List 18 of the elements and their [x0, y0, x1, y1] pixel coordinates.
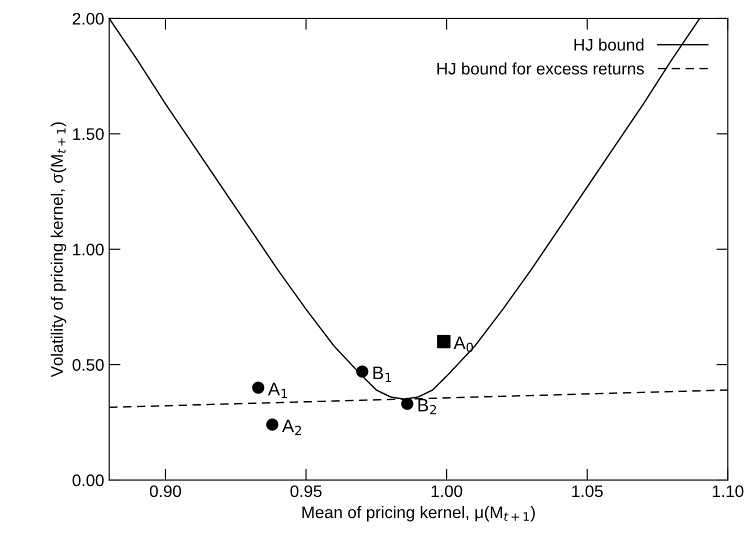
- x-tick-label: 1.10: [712, 485, 744, 498]
- y-tick-label: 1.50: [73, 128, 104, 140]
- y-tick-label: 0.50: [72, 359, 104, 371]
- y-tick-label: 0.00: [72, 474, 104, 486]
- annotation: A$_{2}$: [282, 420, 302, 436]
- y-tick-label: 1.00: [73, 244, 104, 256]
- x-tick-label: 1.00: [432, 485, 462, 498]
- legend-label: HJ bound: [574, 38, 644, 51]
- annotation: B$_{1}$: [373, 366, 392, 382]
- x-axis-title: Mean of pricing kernel, μ(M$_{t+1}$): [302, 506, 535, 522]
- x-tick-label: 0.90: [150, 485, 182, 498]
- x-tick-label: 0.95: [290, 485, 322, 498]
- annotation: A$_{1}$: [268, 382, 288, 398]
- y-axis-title: Volatility of pricing kernel, σ(M$_{t+1}$): [50, 122, 66, 378]
- annotation: B$_{2}$: [418, 398, 436, 414]
- y-tick-label: 2.00: [72, 12, 104, 25]
- legend-label: HJ bound for excess returns: [437, 62, 644, 75]
- x-tick-label: 1.05: [572, 485, 603, 498]
